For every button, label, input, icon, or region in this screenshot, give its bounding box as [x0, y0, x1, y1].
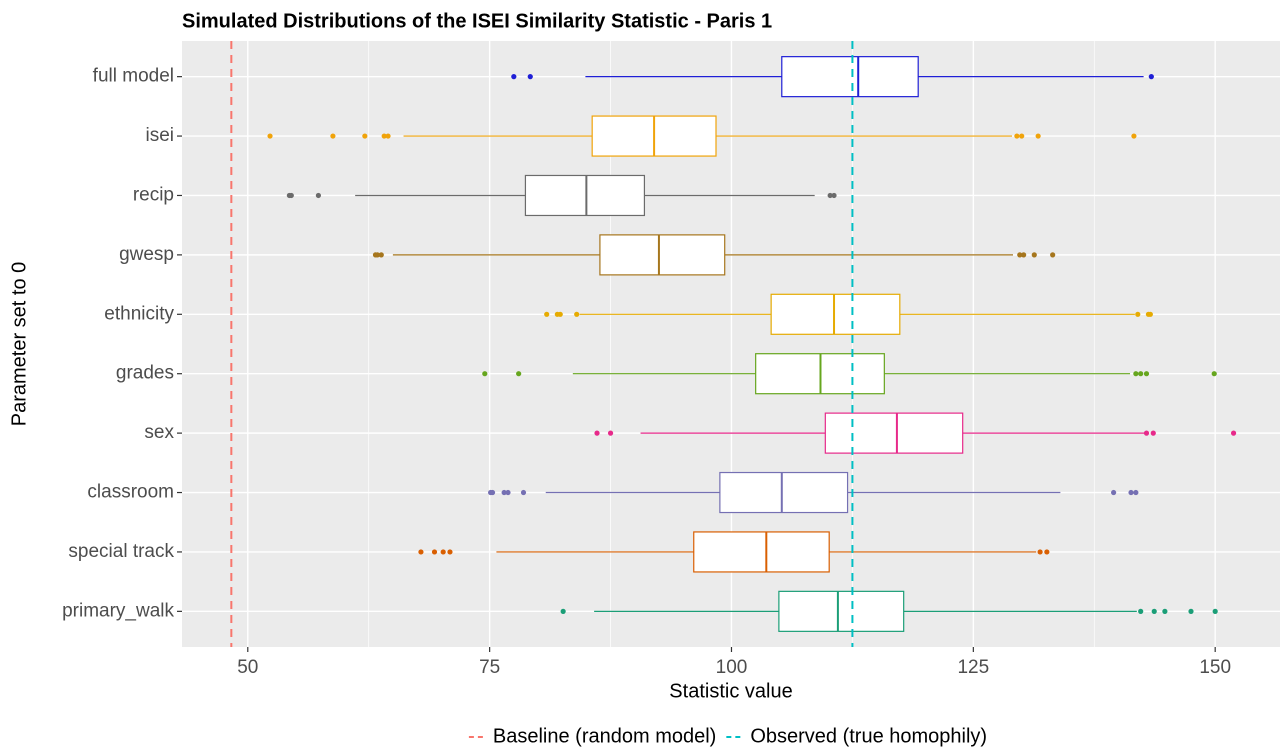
- outlier: [1147, 311, 1153, 317]
- y-tick-label: primary_walk: [62, 600, 174, 621]
- y-axis-title: Parameter set to 0: [8, 262, 30, 427]
- box: [778, 590, 905, 632]
- outlier: [1037, 549, 1043, 555]
- outlier: [1162, 608, 1168, 614]
- outlier: [1133, 489, 1139, 496]
- box-group: [594, 412, 1237, 454]
- outlier: [1151, 608, 1157, 614]
- outlier: [330, 133, 336, 139]
- box: [524, 174, 646, 217]
- box-group: [560, 590, 1218, 632]
- box: [824, 412, 964, 454]
- y-tick-label: special track: [68, 541, 174, 562]
- outlier: [1150, 430, 1156, 436]
- outlier: [378, 252, 384, 258]
- outlier: [288, 192, 294, 199]
- outlier: [267, 133, 273, 139]
- y-tick-label: classroom: [87, 482, 174, 503]
- y-tick-label: full model: [93, 66, 174, 87]
- box-group: [418, 531, 1050, 573]
- outlier: [1148, 74, 1154, 80]
- outlier: [1031, 252, 1037, 258]
- outlier: [374, 252, 381, 258]
- box-group: [286, 174, 837, 217]
- outlier: [501, 489, 507, 496]
- outlier: [447, 549, 453, 555]
- outlier: [1017, 252, 1023, 258]
- outlier: [520, 489, 527, 496]
- outlier: [607, 430, 614, 436]
- outlier: [431, 549, 438, 555]
- outlier: [527, 74, 533, 80]
- outlier: [505, 489, 511, 496]
- outlier: [557, 311, 563, 317]
- outlier: [1135, 311, 1141, 317]
- outlier: [440, 549, 446, 555]
- y-tick-label: sex: [144, 422, 174, 443]
- box-group: [372, 234, 1056, 276]
- legend-label: Observed (true homophily): [750, 725, 987, 747]
- box: [781, 56, 919, 98]
- x-axis-title: Statistic value: [669, 680, 792, 702]
- outlier: [1138, 371, 1144, 377]
- y-tick-label: grades: [116, 363, 174, 384]
- y-tick-label: ethnicity: [104, 303, 174, 324]
- outlier: [489, 489, 496, 496]
- outlier: [385, 133, 391, 139]
- x-tick-label: 75: [479, 657, 500, 678]
- outlier: [1111, 489, 1117, 496]
- outlier: [1044, 549, 1050, 555]
- x-tick-label: 100: [716, 657, 748, 678]
- outlier: [1019, 133, 1025, 139]
- chart-title: Simulated Distributions of the ISEI Simi…: [182, 10, 772, 32]
- outlier: [594, 430, 600, 436]
- outlier: [574, 311, 580, 317]
- y-tick-label: recip: [133, 184, 174, 205]
- outlier: [1212, 608, 1218, 614]
- x-tick-label: 50: [237, 657, 258, 678]
- outlier: [1211, 371, 1217, 377]
- legend-label: Baseline (random model): [493, 725, 716, 747]
- outlier: [1138, 608, 1144, 614]
- outlier: [482, 371, 488, 377]
- outlier: [1143, 371, 1150, 377]
- outlier: [381, 133, 387, 139]
- outlier: [1014, 133, 1020, 139]
- x-tick-label: 150: [1199, 657, 1231, 678]
- outlier: [516, 371, 522, 377]
- outlier: [1188, 608, 1194, 614]
- y-tick-label: gwesp: [119, 244, 174, 265]
- box-group: [482, 353, 1217, 395]
- box-group: [488, 471, 1139, 514]
- outlier: [511, 74, 517, 80]
- box: [719, 471, 849, 514]
- box: [770, 293, 901, 335]
- box: [599, 234, 726, 276]
- outlier: [1143, 430, 1150, 436]
- outlier: [544, 311, 550, 317]
- outlier: [1230, 430, 1237, 436]
- outlier: [418, 549, 424, 555]
- box: [693, 531, 830, 573]
- outlier: [1128, 489, 1134, 496]
- outlier: [362, 133, 368, 139]
- y-tick-label: isei: [145, 125, 174, 146]
- outlier: [1021, 252, 1027, 258]
- legend: Baseline (random model) Observed (true ho…: [468, 725, 987, 747]
- outlier: [1050, 252, 1056, 258]
- x-tick-label: 125: [957, 657, 989, 678]
- outlier: [315, 192, 322, 199]
- outlier: [1035, 133, 1041, 139]
- box-group: [544, 293, 1153, 335]
- box-group: [267, 115, 1137, 157]
- outlier: [1131, 133, 1137, 139]
- box-group: [511, 56, 1154, 98]
- outlier: [560, 608, 566, 614]
- outlier: [831, 192, 837, 199]
- outlier: [1133, 371, 1139, 377]
- outlier: [827, 192, 833, 199]
